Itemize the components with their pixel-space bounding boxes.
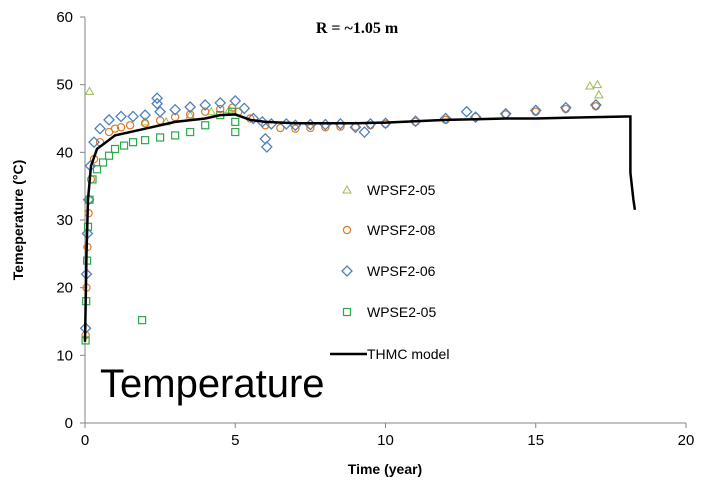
data-point-wpsf2-05 bbox=[593, 89, 604, 99]
overlay-temperature-label: Temperature bbox=[100, 362, 325, 406]
data-point-wpsf2-06 bbox=[349, 121, 362, 134]
data-point-wpsf2-08 bbox=[471, 112, 480, 122]
data-point-wpsf2-06 bbox=[247, 112, 260, 125]
data-point-wpsf2-06 bbox=[460, 105, 473, 118]
y-tick-label: 50 bbox=[56, 77, 73, 94]
data-point-wpsf2-08 bbox=[291, 124, 300, 133]
axis-ticks: 0 5 10 15 20 0 10 20 30 40 50 60 bbox=[56, 9, 694, 449]
data-point-wpsf2-08 bbox=[116, 123, 126, 132]
data-point-wpse2-05 bbox=[171, 131, 180, 140]
data-point-wpse2-05 bbox=[128, 138, 138, 147]
data-point-wpse2-05 bbox=[201, 121, 210, 130]
legend-key-wpsf2-08 bbox=[342, 225, 352, 235]
data-point-wpsf2-06 bbox=[154, 105, 167, 118]
data-point-wpse2-05 bbox=[186, 127, 195, 137]
legend-label-thmc-model: THMC model bbox=[367, 346, 449, 362]
data-point-wpsf2-06 bbox=[151, 92, 164, 105]
data-point-wpse2-05 bbox=[110, 144, 120, 154]
data-point-wpsf2-05 bbox=[584, 81, 595, 90]
data-point-wpsf2-08 bbox=[125, 121, 135, 130]
x-tick-label: 0 bbox=[81, 432, 89, 449]
data-point-wpsf2-08 bbox=[216, 104, 225, 114]
data-point-wpse2-05 bbox=[137, 316, 147, 325]
data-point-wpsf2-06 bbox=[529, 104, 542, 117]
y-tick-label: 40 bbox=[56, 144, 73, 161]
data-point-wpse2-05 bbox=[231, 127, 240, 137]
data-point-wpsf2-05 bbox=[592, 79, 603, 89]
legend-label-wpsf2-08: WPSF2-08 bbox=[367, 222, 436, 238]
data-point-wpsf2-08 bbox=[561, 104, 571, 114]
data-point-wpsf2-08 bbox=[591, 102, 601, 111]
x-axis-title: Time (year) bbox=[348, 461, 422, 477]
data-point-wpsf2-05 bbox=[84, 86, 95, 95]
data-point-wpse2-05 bbox=[119, 141, 129, 150]
data-point-wpsf2-05 bbox=[140, 116, 150, 126]
data-point-wpsf2-06 bbox=[229, 94, 242, 107]
x-tick-label: 5 bbox=[231, 432, 239, 449]
legend-label-wpsf2-05: WPSF2-05 bbox=[367, 182, 436, 198]
x-tick-label: 10 bbox=[377, 432, 394, 449]
data-point-wpse2-05 bbox=[156, 133, 165, 142]
data-point-wpsf2-08 bbox=[155, 116, 165, 125]
data-point-wpsf2-06 bbox=[88, 136, 100, 149]
y-tick-label: 0 bbox=[65, 415, 73, 432]
annotation-label: R = ~1.05 m bbox=[316, 20, 399, 37]
data-point-wpse2-05 bbox=[92, 165, 102, 174]
y-tick-label: 60 bbox=[56, 9, 73, 26]
legend-label-wpse2-05: WPSE2-05 bbox=[367, 304, 436, 320]
legend-key-wpsf2-06 bbox=[341, 265, 353, 277]
data-point-wpsf2-08 bbox=[276, 123, 285, 133]
x-tick-label: 15 bbox=[527, 432, 544, 449]
y-tick-label: 20 bbox=[56, 280, 73, 297]
data-point-wpsf2-06 bbox=[409, 115, 422, 128]
data-point-wpse2-05 bbox=[141, 136, 150, 145]
data-point-wpsf2-06 bbox=[589, 99, 602, 111]
legend-key-wpsf2-05 bbox=[342, 184, 352, 194]
data-point-wpsf2-06 bbox=[559, 101, 572, 114]
legend-label-wpsf2-06: WPSF2-06 bbox=[367, 263, 436, 279]
data-point-wpsf2-06 bbox=[238, 102, 251, 115]
y-tick-label: 10 bbox=[56, 347, 73, 364]
data-point-wpsf2-06 bbox=[94, 122, 106, 135]
data-point-wpsf2-08 bbox=[200, 107, 210, 116]
data-point-wpsf2-08 bbox=[185, 110, 195, 119]
y-tick-label: 30 bbox=[56, 212, 73, 229]
y-axis-title: Temeperature (°C) bbox=[10, 160, 26, 280]
legend-key-wpse2-05 bbox=[342, 307, 352, 317]
data-point-wpsf2-06 bbox=[358, 126, 371, 138]
data-point-wpsf2-06 bbox=[127, 110, 139, 123]
data-point-wpsf2-06 bbox=[169, 103, 182, 116]
data-point-wpsf2-06 bbox=[259, 132, 272, 145]
data-point-wpsf2-06 bbox=[151, 97, 164, 110]
data-point-wpse2-05 bbox=[98, 158, 108, 167]
data-point-wpsf2-06 bbox=[469, 111, 482, 124]
data-point-wpse2-05 bbox=[104, 151, 114, 160]
data-point-wpsf2-06 bbox=[260, 141, 273, 153]
data-point-wpsf2-08 bbox=[531, 107, 540, 116]
data-point-wpsf2-06 bbox=[439, 112, 452, 125]
data-point-wpsf2-06 bbox=[103, 113, 115, 126]
data-point-wpsf2-08 bbox=[110, 124, 120, 133]
series-line-thmc-model bbox=[83, 113, 637, 342]
series-layer bbox=[79, 79, 637, 345]
data-point-wpsf2-06 bbox=[199, 99, 212, 111]
data-point-wpsf2-06 bbox=[139, 109, 152, 122]
data-point-wpse2-05 bbox=[231, 117, 240, 126]
data-point-wpsf2-06 bbox=[214, 97, 227, 109]
data-point-wpsf2-06 bbox=[115, 110, 127, 123]
x-tick-label: 20 bbox=[678, 432, 695, 449]
data-point-wpsf2-06 bbox=[184, 101, 197, 113]
legend: WPSF2-05 WPSF2-08 WPSF2-06 WPSE2-05 THMC mod… bbox=[330, 182, 449, 362]
